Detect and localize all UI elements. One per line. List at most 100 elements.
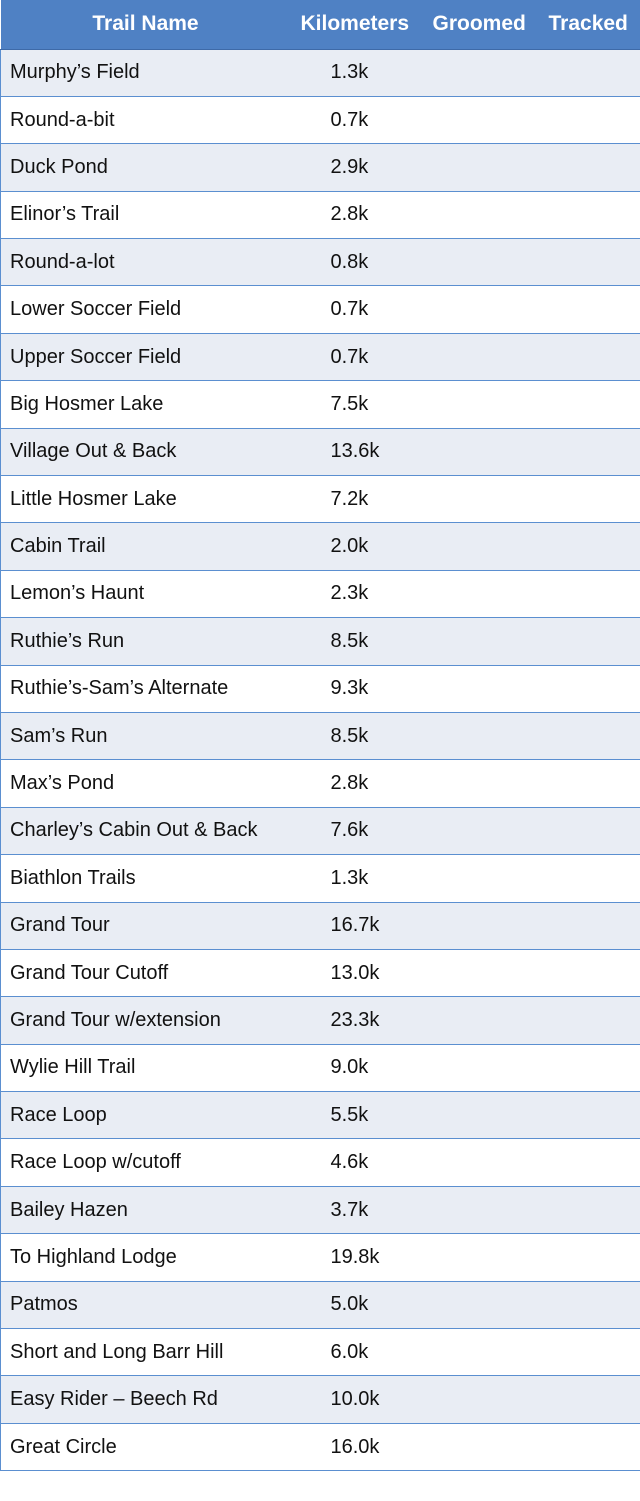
- table-row: Upper Soccer Field 0.7k: [0, 333, 640, 382]
- groomed-cell: [426, 1091, 539, 1140]
- kilometers-cell: 2.8k: [290, 759, 427, 808]
- groomed-cell: [426, 1186, 539, 1235]
- table-row: Round-a-bit 0.7k: [0, 96, 640, 145]
- kilometers-cell: 2.3k: [290, 570, 427, 619]
- table-row: Big Hosmer Lake 7.5k: [0, 380, 640, 429]
- trail-name-cell: Grand Tour Cutoff: [0, 949, 291, 998]
- trail-name-cell: Upper Soccer Field: [0, 333, 291, 382]
- tracked-cell: [538, 238, 640, 287]
- tracked-cell: [538, 428, 640, 477]
- table-row: Charley’s Cabin Out & Back 7.6k: [0, 807, 640, 856]
- groomed-cell: [426, 333, 539, 382]
- trail-name-cell: Round-a-lot: [0, 238, 291, 287]
- tracked-cell: [538, 522, 640, 571]
- tracked-cell: [538, 333, 640, 382]
- trail-name-cell: Big Hosmer Lake: [0, 380, 291, 429]
- tracked-cell: [538, 1186, 640, 1235]
- groomed-cell: [426, 1281, 539, 1330]
- table-row: Cabin Trail 2.0k: [0, 522, 640, 571]
- tracked-cell: [538, 1138, 640, 1187]
- tracked-cell: [538, 1044, 640, 1093]
- column-header-trail-name[interactable]: Trail Name: [0, 0, 291, 50]
- kilometers-cell: 0.8k: [290, 238, 427, 287]
- kilometers-cell: 7.5k: [290, 380, 427, 429]
- table-row: Patmos 5.0k: [0, 1281, 640, 1330]
- groomed-cell: [426, 996, 539, 1045]
- tracked-cell: [538, 712, 640, 761]
- trail-name-cell: Ruthie’s Run: [0, 617, 291, 666]
- table-row: Lower Soccer Field 0.7k: [0, 285, 640, 334]
- table-row: Ruthie’s-Sam’s Alternate 9.3k: [0, 665, 640, 713]
- kilometers-cell: 16.0k: [290, 1423, 427, 1472]
- kilometers-cell: 19.8k: [290, 1233, 427, 1282]
- trail-name-cell: Elinor’s Trail: [0, 191, 291, 240]
- trail-name-cell: Great Circle: [0, 1423, 291, 1472]
- kilometers-cell: 6.0k: [290, 1328, 427, 1377]
- tracked-cell: [538, 143, 640, 192]
- kilometers-cell: 2.0k: [290, 522, 427, 571]
- column-header-kilometers[interactable]: Kilometers: [290, 0, 427, 50]
- kilometers-cell: 3.7k: [290, 1186, 427, 1235]
- kilometers-cell: 13.6k: [290, 428, 427, 477]
- tracked-cell: [538, 96, 640, 145]
- table-row: Max’s Pond 2.8k: [0, 759, 640, 808]
- table-body: Murphy’s Field 1.3k Round-a-bit 0.7k Duck Po…: [0, 49, 640, 1472]
- trail-name-cell: Round-a-bit: [0, 96, 291, 145]
- trail-name-cell: Bailey Hazen: [0, 1186, 291, 1235]
- kilometers-cell: 8.5k: [290, 617, 427, 666]
- kilometers-cell: 0.7k: [290, 333, 427, 382]
- table-row: Great Circle 16.0k: [0, 1423, 640, 1472]
- trail-name-cell: Max’s Pond: [0, 759, 291, 808]
- table-row: To Highland Lodge 19.8k: [0, 1233, 640, 1282]
- groomed-cell: [426, 665, 539, 713]
- tracked-cell: [538, 665, 640, 713]
- trail-name-cell: Little Hosmer Lake: [0, 475, 291, 524]
- tracked-cell: [538, 1328, 640, 1377]
- table-row: Grand Tour Cutoff 13.0k: [0, 949, 640, 998]
- tracked-cell: [538, 191, 640, 240]
- kilometers-cell: 13.0k: [290, 949, 427, 998]
- kilometers-cell: 9.0k: [290, 1044, 427, 1093]
- groomed-cell: [426, 1423, 539, 1472]
- table-row: Easy Rider – Beech Rd 10.0k: [0, 1375, 640, 1424]
- tracked-cell: [538, 1423, 640, 1472]
- kilometers-cell: 7.6k: [290, 807, 427, 856]
- kilometers-cell: 2.8k: [290, 191, 427, 240]
- column-header-groomed[interactable]: Groomed: [426, 0, 539, 50]
- kilometers-cell: 1.3k: [290, 49, 427, 97]
- trail-name-cell: Cabin Trail: [0, 522, 291, 571]
- column-header-tracked[interactable]: Tracked: [538, 0, 640, 50]
- tracked-cell: [538, 617, 640, 666]
- table-row: Biathlon Trails 1.3k: [0, 854, 640, 903]
- trail-name-cell: Lemon’s Haunt: [0, 570, 291, 619]
- kilometers-cell: 4.6k: [290, 1138, 427, 1187]
- groomed-cell: [426, 475, 539, 524]
- table-row: Race Loop w/cutoff 4.6k: [0, 1138, 640, 1187]
- trail-name-cell: Short and Long Barr Hill: [0, 1328, 291, 1377]
- trail-name-cell: Grand Tour: [0, 902, 291, 950]
- tracked-cell: [538, 807, 640, 856]
- groomed-cell: [426, 902, 539, 950]
- groomed-cell: [426, 1138, 539, 1187]
- tracked-cell: [538, 1233, 640, 1282]
- header-row: Trail Name Kilometers Groomed Tracked: [0, 0, 640, 50]
- tracked-cell: [538, 854, 640, 903]
- groomed-cell: [426, 807, 539, 856]
- tracked-cell: [538, 902, 640, 950]
- groomed-cell: [426, 522, 539, 571]
- kilometers-cell: 8.5k: [290, 712, 427, 761]
- trail-name-cell: Race Loop: [0, 1091, 291, 1140]
- groomed-cell: [426, 617, 539, 666]
- trail-name-cell: Village Out & Back: [0, 428, 291, 477]
- kilometers-cell: 1.3k: [290, 854, 427, 903]
- groomed-cell: [426, 380, 539, 429]
- trail-name-cell: Easy Rider – Beech Rd: [0, 1375, 291, 1424]
- table-row: Bailey Hazen 3.7k: [0, 1186, 640, 1235]
- groomed-cell: [426, 759, 539, 808]
- table-row: Grand Tour 16.7k: [0, 902, 640, 950]
- kilometers-cell: 23.3k: [290, 996, 427, 1045]
- table-row: Wylie Hill Trail 9.0k: [0, 1044, 640, 1093]
- table-row: Duck Pond 2.9k: [0, 143, 640, 192]
- kilometers-cell: 7.2k: [290, 475, 427, 524]
- trail-name-cell: Wylie Hill Trail: [0, 1044, 291, 1093]
